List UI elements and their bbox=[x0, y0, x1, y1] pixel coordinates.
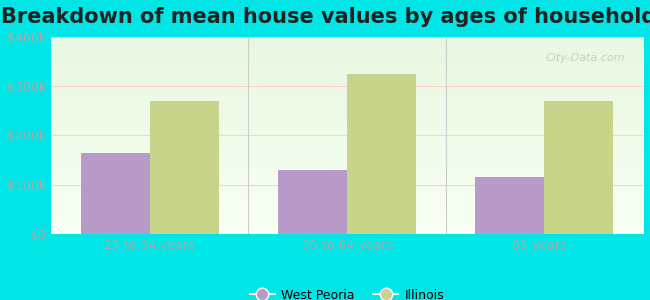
Bar bbox=[544, 101, 614, 234]
Bar bbox=[278, 170, 347, 234]
Text: City-Data.com: City-Data.com bbox=[546, 52, 625, 63]
Bar bbox=[475, 177, 544, 234]
Bar bbox=[81, 153, 150, 234]
Legend: West Peoria, Illinois: West Peoria, Illinois bbox=[245, 284, 449, 300]
Bar bbox=[347, 74, 416, 234]
Title: Breakdown of mean house values by ages of householders: Breakdown of mean house values by ages o… bbox=[1, 7, 650, 27]
Bar bbox=[150, 101, 218, 234]
